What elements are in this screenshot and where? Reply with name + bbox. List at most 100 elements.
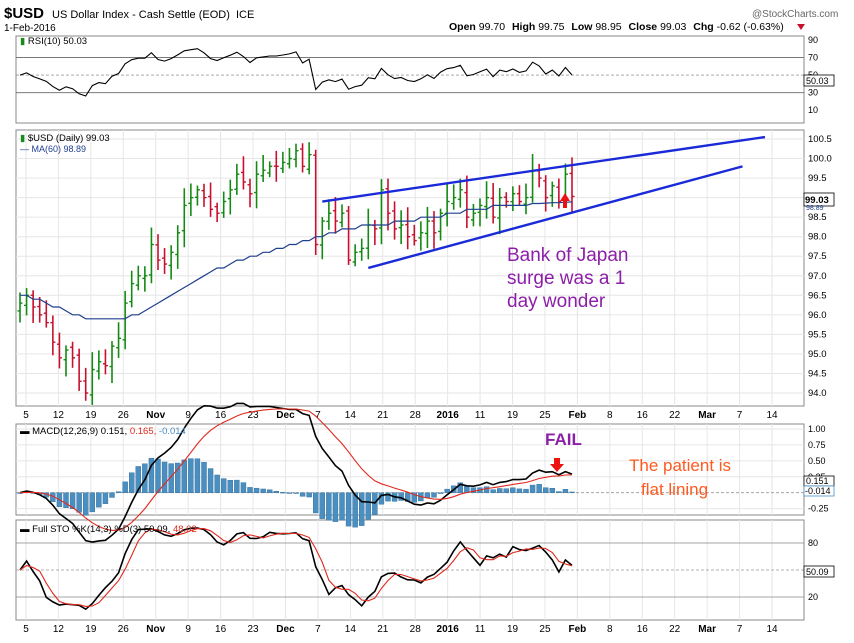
macd-histogram-bar <box>175 462 181 493</box>
sto-label: ▬ Full STO %K(14,3) %D(3) 50.09, 48.02 <box>20 524 197 535</box>
x-tick-label-top: 19 <box>507 410 519 421</box>
price-marker-icon: ▮ <box>20 133 25 144</box>
macd-histogram-bar <box>457 482 463 493</box>
sto-k-value: 50.09, <box>144 524 170 535</box>
macd-histogram-bar <box>96 492 102 508</box>
macd-histogram-bar <box>313 492 319 514</box>
macd-histogram-bar <box>227 480 233 493</box>
chart-title: US Dollar Index - Cash Settle (EOD) ICE <box>52 9 254 21</box>
macd-signal-line <box>19 408 573 531</box>
price-tick-label: 98.5 <box>808 212 827 223</box>
price-last-value: 99.03 <box>805 195 829 206</box>
macd-histogram-bar <box>523 488 529 493</box>
ma-last-value: 98.89 <box>806 205 824 212</box>
macd-marker-icon: ▬ <box>20 426 30 437</box>
macd-histogram-bar <box>76 492 82 513</box>
low-value: 98.95 <box>595 21 621 33</box>
red-down-arrow-icon <box>550 458 564 472</box>
x-tick-label-top: 23 <box>247 410 259 421</box>
chart-exchange: ICE <box>236 9 254 21</box>
x-tick-label-top: 22 <box>669 410 681 421</box>
rsi-line <box>19 48 573 97</box>
x-tick-label-top: 14 <box>345 410 357 421</box>
annotation-boj-line-3: day wonder <box>507 291 606 312</box>
annotation-boj-line-1: Bank of Japan <box>507 245 628 266</box>
annotation-boj: Bank of Japan surge was a 1 day wonder <box>507 245 634 312</box>
x-tick-label-bottom: 25 <box>539 624 551 635</box>
rsi-tick-label: 30 <box>808 88 818 98</box>
sto-label-prefix: Full STO %K(14,3) %D(3) <box>32 524 141 535</box>
open-value: 99.70 <box>479 21 505 33</box>
x-tick-label-bottom: 23 <box>247 624 259 635</box>
annotation-patient: The patient is flat lining <box>629 456 736 499</box>
macd-histogram-bar <box>444 488 450 493</box>
macd-histogram-bar <box>69 492 76 509</box>
open-label: Open <box>449 21 476 33</box>
x-tick-label-top: 21 <box>377 410 389 421</box>
macd-histogram-bar <box>286 492 293 494</box>
annotation-patient-line-2: flat lining <box>641 480 708 499</box>
macd-histogram-bar <box>89 492 95 513</box>
price-tick-label: 97.0 <box>808 271 827 282</box>
x-tick-label-bottom: 22 <box>669 624 681 635</box>
rsi-label: ▮ RSI(10) 50.03 <box>20 36 87 47</box>
x-tick-label-top: 19 <box>85 410 97 421</box>
macd-histogram-bar <box>365 492 371 520</box>
price-tick-label: 94.0 <box>808 388 827 399</box>
x-tick-label-bottom: 26 <box>118 624 130 635</box>
price-tick-label: 96.0 <box>808 310 827 321</box>
macd-histogram-bar <box>536 484 542 493</box>
macd-tick-label: 1.00 <box>808 424 826 434</box>
macd-histogram-bar <box>267 489 273 493</box>
macd-histogram-bar <box>398 492 404 501</box>
price-tick-label: 97.5 <box>808 251 827 262</box>
macd-histogram-bar <box>483 486 490 493</box>
annotation-patient-line-1: The patient is <box>629 456 731 475</box>
macd-histogram-bar <box>102 492 109 504</box>
rsi-tick-label: 90 <box>808 35 818 45</box>
macd-signal-value: 0.165, <box>130 426 156 437</box>
macd-histogram-bar <box>63 492 69 508</box>
x-tick-label-bottom: 14 <box>766 624 778 635</box>
price-label: ▮ $USD (Daily) 99.03 <box>20 133 110 144</box>
macd-histogram-bar <box>510 487 516 493</box>
ohlc-readout: Open 99.70 High 99.75 Low 98.95 Close 99… <box>449 21 784 33</box>
macd-histogram-bar <box>385 492 391 502</box>
rsi-tick-label: 70 <box>808 53 818 63</box>
macd-histogram-bar <box>247 487 253 493</box>
price-tick-label: 95.5 <box>808 329 827 340</box>
x-tick-label-top: 7 <box>315 410 321 421</box>
sto-k-line <box>19 527 573 611</box>
macd-histogram-bar <box>556 491 562 493</box>
x-tick-label-top: 16 <box>637 410 649 421</box>
macd-histogram-bar <box>135 466 141 493</box>
sto-d-value: 48.02 <box>173 524 197 535</box>
rsi-marker-icon: ▮ <box>20 36 25 47</box>
x-tick-label-bottom: 19 <box>507 624 519 635</box>
macd-histogram-bar <box>569 491 575 493</box>
price-tick-label: 99.5 <box>808 173 827 184</box>
x-tick-label-top: 9 <box>185 410 191 421</box>
macd-histogram-bar <box>181 459 187 493</box>
annotation-boj-line-2: surge was a 1 <box>507 268 625 289</box>
macd-last-value: 0.151 <box>806 476 829 486</box>
macd-histogram-bar <box>437 492 444 494</box>
sto-d-line <box>19 528 573 607</box>
x-tick-label-bottom: Dec <box>276 624 295 635</box>
x-tick-label-bottom: 7 <box>315 624 321 635</box>
x-tick-label-top: 7 <box>737 410 743 421</box>
sto-tick-label: 20 <box>808 592 818 602</box>
macd-label: ▬ MACD(12,26,9) 0.151, 0.165, -0.014 <box>20 426 186 437</box>
chg-down-arrow-icon <box>797 24 805 30</box>
x-tick-label-bottom: 7 <box>737 624 743 635</box>
x-tick-label-bottom: 5 <box>23 624 29 635</box>
x-tick-label-bottom: Feb <box>569 624 587 635</box>
x-tick-label-top: 2016 <box>437 410 460 421</box>
annotation-fail: FAIL <box>545 430 582 449</box>
x-tick-label-bottom: 8 <box>607 624 613 635</box>
sto-last-value: 50.09 <box>806 567 829 577</box>
macd-histogram-bar <box>280 492 286 494</box>
x-tick-label-top: Mar <box>698 410 716 421</box>
price-tick-label: 100.0 <box>808 154 832 165</box>
chg-value: -0.62 (-0.63%) <box>717 21 784 33</box>
